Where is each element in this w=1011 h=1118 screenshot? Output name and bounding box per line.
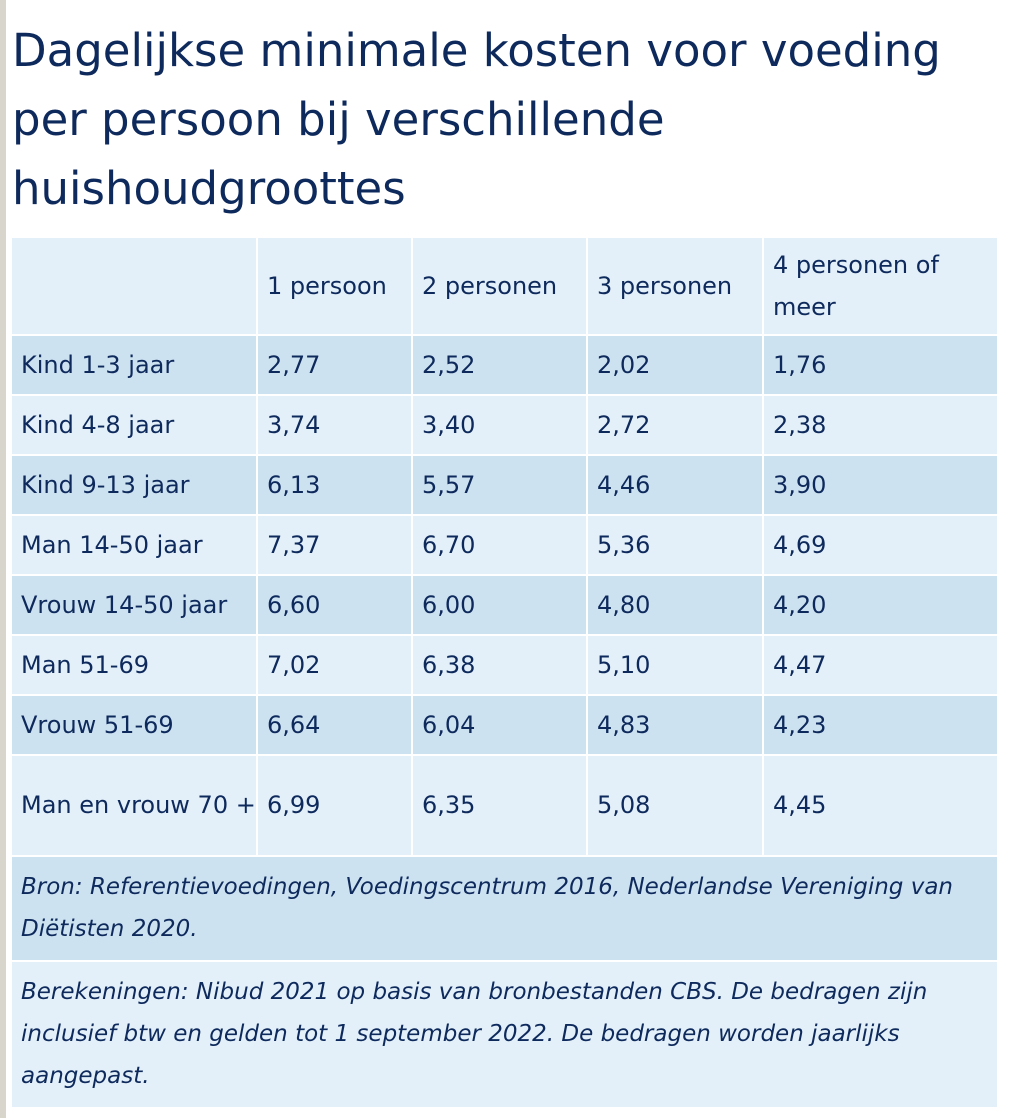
table-row: Man en vrouw 70 + 6,99 6,35 5,08 4,45	[12, 755, 997, 857]
table-row: Kind 4-8 jaar 3,74 3,40 2,72 2,38	[12, 395, 997, 456]
table-cell: 6,38	[412, 635, 588, 696]
table-cell: 7,37	[257, 515, 413, 576]
header-cell-1-persoon: 1 persoon	[257, 238, 413, 336]
row-label: Kind 9-13 jaar	[12, 455, 258, 516]
table-cell: 6,00	[412, 575, 588, 636]
row-label: Man en vrouw 70 +	[12, 755, 258, 857]
table-cell: 4,83	[587, 695, 764, 756]
source-note-row: Bron: Referentievoedingen, Voedingscentr…	[12, 856, 997, 962]
table-cell: 5,10	[587, 635, 764, 696]
table-cell: 4,20	[763, 575, 997, 636]
table-cell: 5,08	[587, 755, 764, 857]
table-cell: 3,40	[412, 395, 588, 456]
table-cell: 6,70	[412, 515, 588, 576]
header-cell-4-personen: 4 personen of meer	[763, 238, 997, 336]
table-cell: 6,64	[257, 695, 413, 756]
table-cell: 3,74	[257, 395, 413, 456]
source-note: Bron: Referentievoedingen, Voedingscentr…	[12, 856, 997, 962]
table-cell: 2,77	[257, 335, 413, 396]
table-cell: 2,38	[763, 395, 997, 456]
table-header-row: 1 persoon 2 personen 3 personen 4 person…	[12, 238, 997, 336]
table-cell: 6,99	[257, 755, 413, 857]
table-cell: 6,04	[412, 695, 588, 756]
table-cell: 5,57	[412, 455, 588, 516]
table-cell: 6,35	[412, 755, 588, 857]
table-row: Man 51-69 7,02 6,38 5,10 4,47	[12, 635, 997, 696]
table-row: Kind 9-13 jaar 6,13 5,57 4,46 3,90	[12, 455, 997, 516]
row-label: Kind 1-3 jaar	[12, 335, 258, 396]
table-cell: 2,52	[412, 335, 588, 396]
calculation-note: Berekeningen: Nibud 2021 op basis van br…	[12, 961, 997, 1109]
table-cell: 4,69	[763, 515, 997, 576]
table-cell: 2,72	[587, 395, 764, 456]
header-cell-2-personen: 2 personen	[412, 238, 588, 336]
table-cell: 4,47	[763, 635, 997, 696]
table-row: Vrouw 14-50 jaar 6,60 6,00 4,80 4,20	[12, 575, 997, 636]
row-label: Man 51-69	[12, 635, 258, 696]
table-cell: 4,46	[587, 455, 764, 516]
table-cell: 6,60	[257, 575, 413, 636]
left-edge-strip	[0, 0, 6, 1118]
header-cell-empty	[12, 238, 258, 336]
page-title: Dagelijkse minimale kosten voor voeding …	[12, 24, 941, 215]
table-cell: 3,90	[763, 455, 997, 516]
table-cell: 5,36	[587, 515, 764, 576]
table-row: Man 14-50 jaar 7,37 6,70 5,36 4,69	[12, 515, 997, 576]
header-cell-3-personen: 3 personen	[587, 238, 764, 336]
row-label: Vrouw 14-50 jaar	[12, 575, 258, 636]
table-cell: 2,02	[587, 335, 764, 396]
table-row: Kind 1-3 jaar 2,77 2,52 2,02 1,76	[12, 335, 997, 396]
table-cell: 4,80	[587, 575, 764, 636]
food-cost-table: 1 persoon 2 personen 3 personen 4 person…	[12, 238, 997, 1109]
row-label: Vrouw 51-69	[12, 695, 258, 756]
table-cell: 7,02	[257, 635, 413, 696]
table-cell: 6,13	[257, 455, 413, 516]
table-row: Vrouw 51-69 6,64 6,04 4,83 4,23	[12, 695, 997, 756]
table-cell: 1,76	[763, 335, 997, 396]
calculation-note-row: Berekeningen: Nibud 2021 op basis van br…	[12, 961, 997, 1109]
row-label: Man 14-50 jaar	[12, 515, 258, 576]
row-label: Kind 4-8 jaar	[12, 395, 258, 456]
table-cell: 4,45	[763, 755, 997, 857]
table-cell: 4,23	[763, 695, 997, 756]
